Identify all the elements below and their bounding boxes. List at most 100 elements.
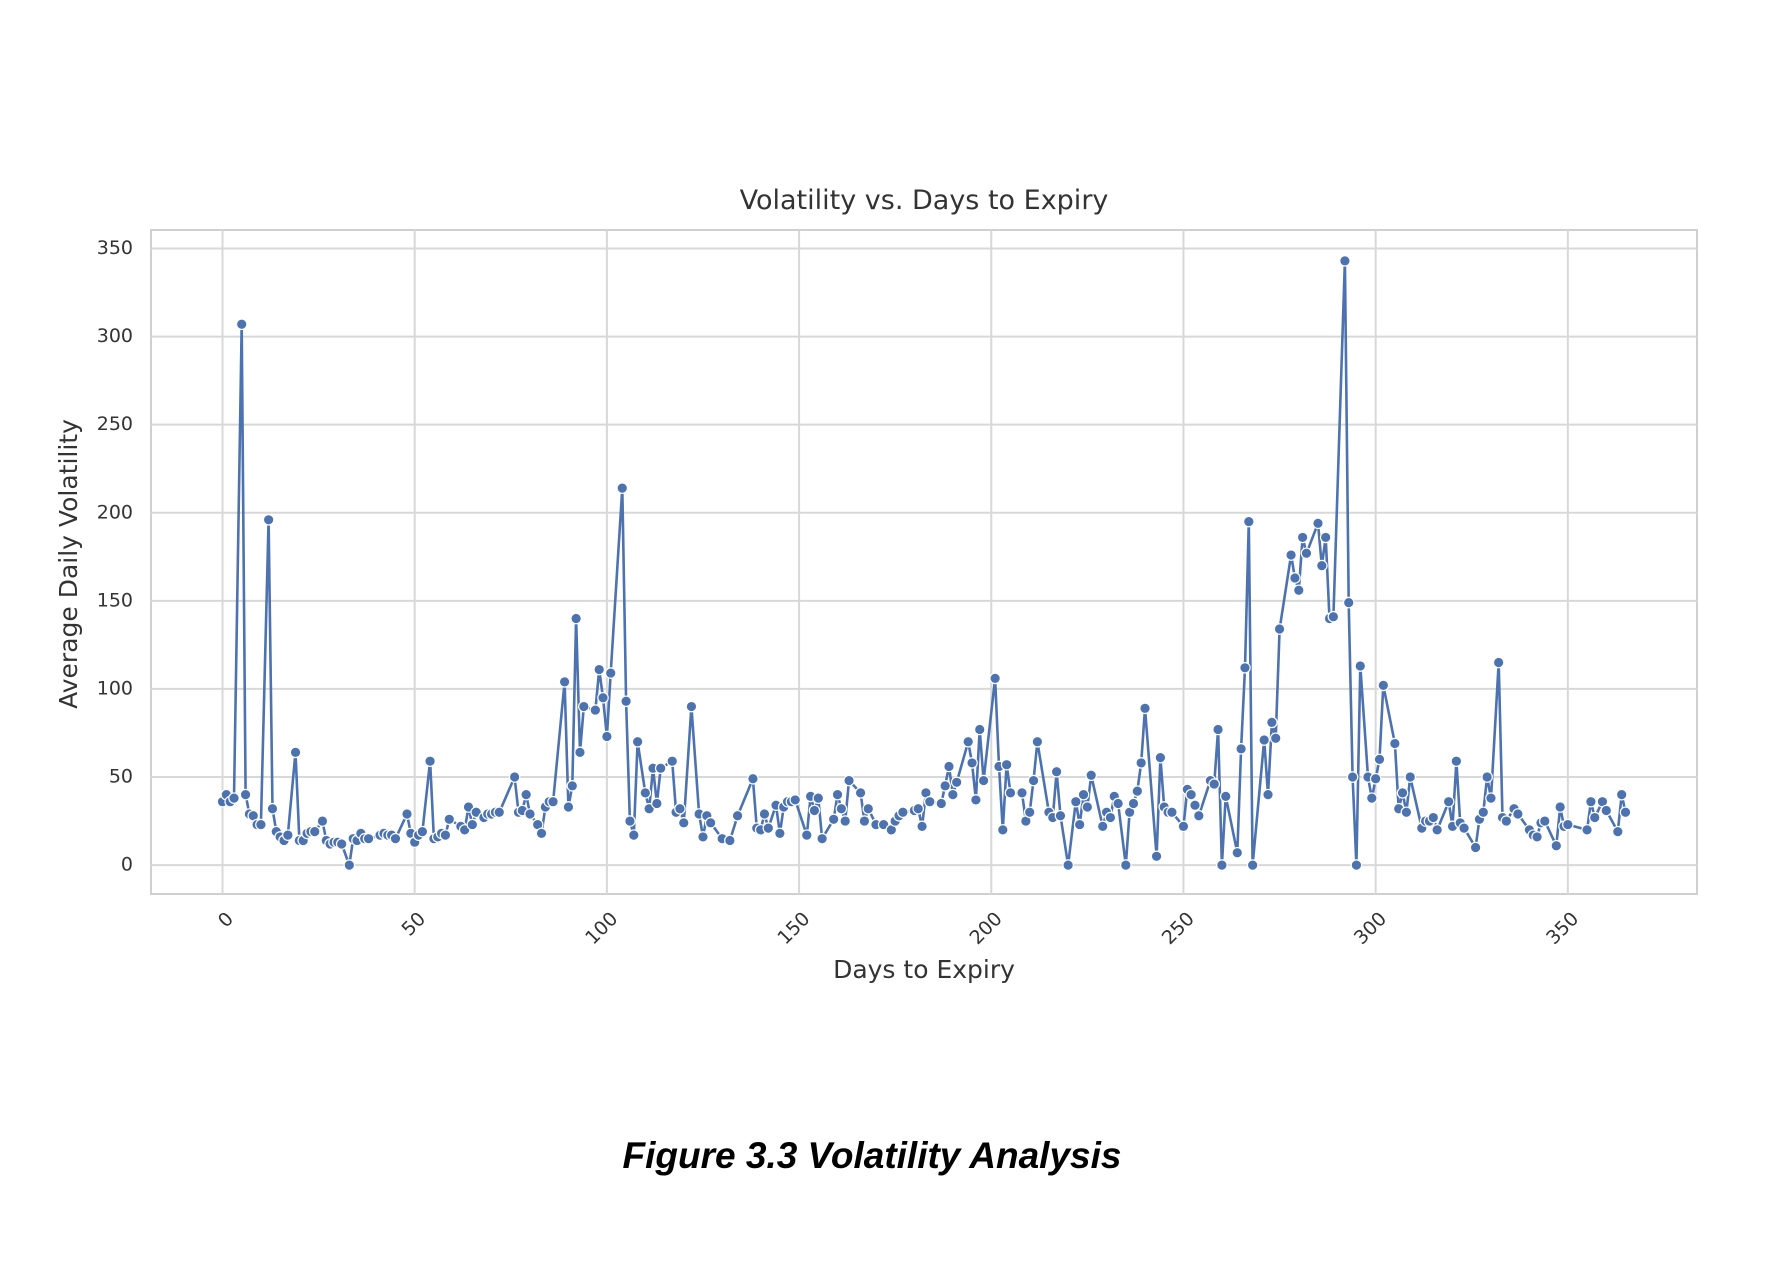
data-point — [966, 757, 978, 769]
data-point — [1000, 758, 1013, 771]
x-tick-label: 300 — [1350, 908, 1391, 949]
chart-title: Volatility vs. Days to Expiry — [740, 185, 1109, 216]
data-point — [289, 746, 302, 759]
data-point — [835, 802, 848, 815]
x-tick-label: 100 — [581, 908, 622, 949]
data-point — [547, 795, 559, 808]
data-point — [862, 802, 875, 815]
data-point — [1619, 806, 1632, 819]
data-point — [973, 723, 986, 736]
data-point — [1127, 797, 1140, 810]
data-point — [1231, 846, 1244, 859]
data-point — [1135, 757, 1147, 769]
data-point — [858, 815, 871, 827]
data-point — [1512, 808, 1524, 820]
data-point — [570, 612, 582, 625]
data-point — [839, 815, 852, 827]
data-point — [1219, 790, 1232, 803]
y-tick-label: 100 — [97, 677, 133, 699]
data-point — [923, 795, 936, 808]
data-point — [697, 831, 709, 843]
data-point — [1600, 804, 1613, 817]
data-point — [282, 829, 294, 841]
data-point — [1316, 559, 1328, 572]
data-point — [1269, 732, 1282, 745]
data-point — [916, 820, 928, 833]
data-point — [1377, 679, 1390, 692]
data-point — [1327, 610, 1340, 623]
data-point — [816, 832, 828, 845]
data-point — [1485, 792, 1497, 804]
data-point — [597, 691, 609, 704]
data-point — [950, 776, 963, 789]
data-point — [912, 802, 925, 815]
data-point — [593, 663, 605, 676]
data-point — [520, 788, 532, 801]
data-point — [308, 825, 321, 838]
data-point — [1120, 859, 1132, 871]
data-point — [1189, 799, 1201, 812]
data-point — [1289, 572, 1301, 584]
y-tick-label: 50 — [109, 766, 133, 788]
data-point — [666, 755, 679, 767]
data-point — [1104, 811, 1117, 824]
data-point — [601, 730, 613, 743]
data-point — [935, 797, 948, 810]
data-point — [1354, 660, 1367, 672]
data-point — [1588, 811, 1601, 824]
data-point — [1177, 820, 1190, 833]
data-point — [493, 806, 506, 819]
data-point — [335, 838, 348, 850]
data-point — [1185, 788, 1197, 801]
data-point — [800, 829, 813, 841]
data-point — [1550, 839, 1563, 852]
data-point — [1235, 743, 1247, 755]
data-point — [943, 760, 955, 773]
data-point — [747, 772, 759, 785]
data-point — [424, 755, 436, 767]
data-point — [1004, 787, 1017, 799]
data-point — [1096, 820, 1109, 833]
data-point — [639, 787, 652, 799]
x-tick-label: 150 — [773, 908, 814, 949]
data-point — [1481, 771, 1493, 783]
data-point — [1050, 765, 1063, 778]
data-point — [558, 676, 571, 688]
data-point — [416, 825, 429, 838]
data-point — [812, 792, 825, 804]
data-point — [1400, 806, 1413, 819]
data-point — [1492, 656, 1505, 669]
data-point — [1458, 822, 1470, 834]
x-tick-label: 50 — [397, 908, 430, 941]
data-point — [947, 788, 959, 801]
data-point — [1081, 801, 1094, 813]
y-tick-label: 150 — [97, 589, 133, 611]
data-point — [1581, 824, 1593, 836]
data-point — [1292, 584, 1305, 597]
data-point — [1208, 778, 1221, 790]
data-point — [1469, 841, 1482, 854]
data-point — [1389, 737, 1401, 750]
data-point — [443, 813, 456, 826]
data-point — [762, 822, 775, 834]
data-point — [1262, 788, 1274, 801]
data-point — [1477, 806, 1490, 819]
x-tick-label: 0 — [214, 908, 238, 932]
data-point — [239, 788, 252, 801]
data-point — [1554, 801, 1566, 813]
data-point — [654, 762, 667, 775]
data-point — [389, 832, 402, 845]
data-point — [266, 802, 279, 815]
data-point — [897, 806, 909, 819]
data-point — [989, 672, 1001, 685]
data-point — [704, 817, 717, 829]
data-point — [589, 704, 602, 716]
data-point — [1246, 859, 1259, 871]
data-point — [616, 482, 629, 494]
data-point — [1023, 806, 1036, 819]
figure-caption: Figure 3.3 Volatility Analysis — [623, 1135, 1122, 1176]
data-point — [1193, 809, 1205, 822]
data-point — [316, 815, 329, 827]
